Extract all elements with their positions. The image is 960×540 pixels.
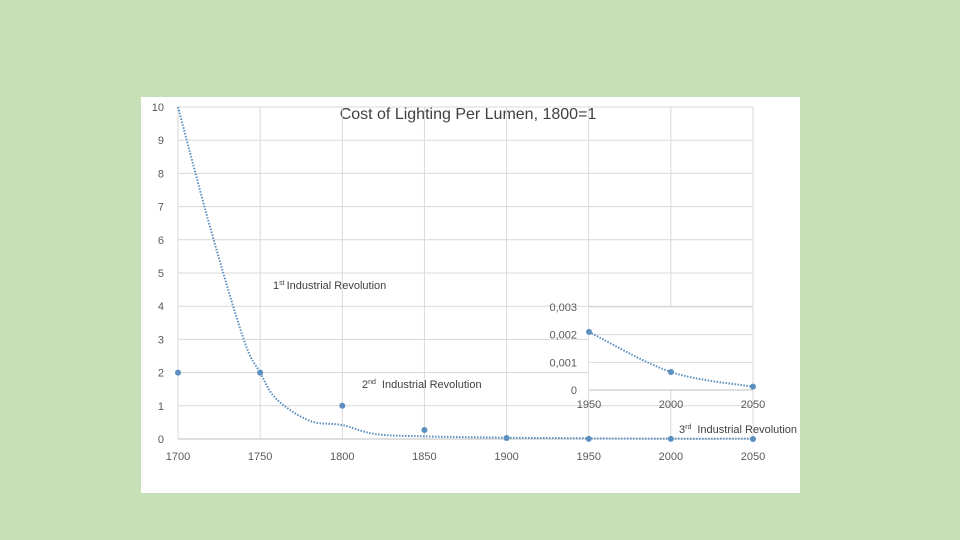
inset-y-tick-label: 0 [571,385,577,397]
y-tick-label: 0 [158,434,164,446]
y-tick-label: 10 [152,102,164,114]
x-tick-label: 2000 [659,451,683,463]
y-tick-label: 8 [158,168,164,180]
annotation-2nd-industrial-revolution: 2nd Industrial Revolution [362,379,482,391]
inset-background [589,307,753,390]
y-tick-label: 5 [158,268,164,280]
x-tick-label: 1700 [166,451,190,463]
inset-data-point [586,328,592,335]
inset-x-tick-label: 2000 [659,399,683,411]
data-point [421,427,428,434]
y-tick-label: 2 [158,368,164,380]
data-point [175,369,181,376]
y-tick-label: 6 [158,235,164,247]
trendline [177,106,754,440]
x-tick-label: 2050 [741,451,765,463]
data-point [667,435,674,442]
x-tick-label: 1950 [576,451,600,463]
inset-data-point [750,383,756,390]
inset-y-tick-label: 0,001 [549,357,577,369]
x-tick-label: 1800 [330,451,354,463]
data-point [750,435,756,442]
y-tick-label: 1 [158,401,164,413]
x-tick-label: 1750 [248,451,272,463]
y-tick-label: 4 [158,301,164,313]
x-tick-label: 1900 [494,451,518,463]
chart-svg: Cost of Lighting Per Lumen, 1800=1 1700 1… [152,102,797,463]
annotation-3rd-industrial-revolution: 3rd Industrial Revolution [679,424,797,436]
y-tick-label: 9 [158,135,164,147]
inset-x-tick-label: 2050 [741,399,765,411]
y-tick-label: 3 [158,334,164,346]
inset-data-point [668,369,674,376]
inset-y-tick-label: 0,002 [549,330,577,342]
annotation-1st-industrial-revolution: 1st Industrial Revolution [273,280,386,292]
data-point [257,369,264,376]
chart-title: Cost of Lighting Per Lumen, 1800=1 [340,106,597,123]
data-point [503,435,510,442]
x-tick-label: 1850 [412,451,436,463]
data-point [585,435,592,442]
chart-panel: Cost of Lighting Per Lumen, 1800=1 1700 1… [141,97,800,493]
inset-x-tick-label: 1950 [577,399,601,411]
inset-y-tick-label: 0,003 [549,302,577,314]
y-tick-label: 7 [158,202,164,214]
data-point [339,402,346,409]
